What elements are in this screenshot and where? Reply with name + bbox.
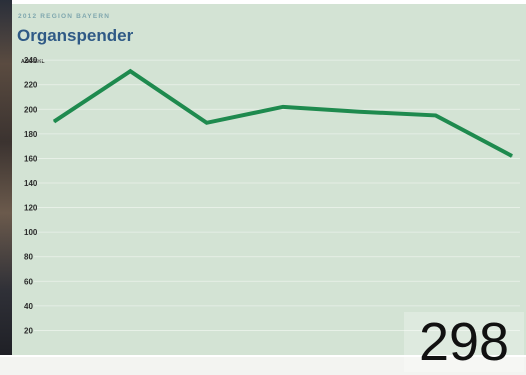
data-point [358, 111, 360, 113]
background-photo-strip [0, 0, 12, 355]
y-tick-label: 220 [24, 81, 38, 90]
chart-kicker: 2012 REGION BAYERN [18, 13, 110, 20]
y-axis-label: ANZAHL [21, 59, 45, 65]
data-point [511, 155, 513, 157]
data-point [282, 106, 284, 108]
page-number: 298 [404, 312, 524, 372]
data-point [53, 121, 55, 123]
chart-panel: 2012 REGION BAYERN Organspender ANZAHL 2… [12, 4, 526, 355]
y-tick-label: 120 [24, 204, 38, 213]
y-tick-label: 140 [24, 179, 38, 188]
y-tick-label: 80 [24, 253, 33, 262]
grid-lines [34, 59, 520, 331]
y-tick-label: 20 [24, 326, 33, 335]
y-tick-label: 200 [24, 105, 38, 114]
line-chart: 2012 REGION BAYERN Organspender ANZAHL 2… [17, 13, 520, 335]
y-tick-label: 40 [24, 302, 33, 311]
page-bottom-margin [0, 357, 526, 375]
y-tick-label: 100 [24, 228, 38, 237]
y-tick-label: 60 [24, 277, 33, 286]
y-axis-ticks: 20 40 60 80 100 120 140 160 180 200 220 240 [24, 56, 38, 335]
y-tick-label: 240 [24, 56, 38, 65]
series-line [52, 68, 513, 158]
y-tick-label: 180 [24, 130, 38, 139]
y-tick-label: 160 [24, 154, 38, 163]
data-point [129, 70, 131, 72]
data-point [206, 122, 208, 124]
data-point [435, 114, 437, 116]
data-series [52, 68, 513, 158]
chart-title: Organspender [17, 26, 134, 45]
